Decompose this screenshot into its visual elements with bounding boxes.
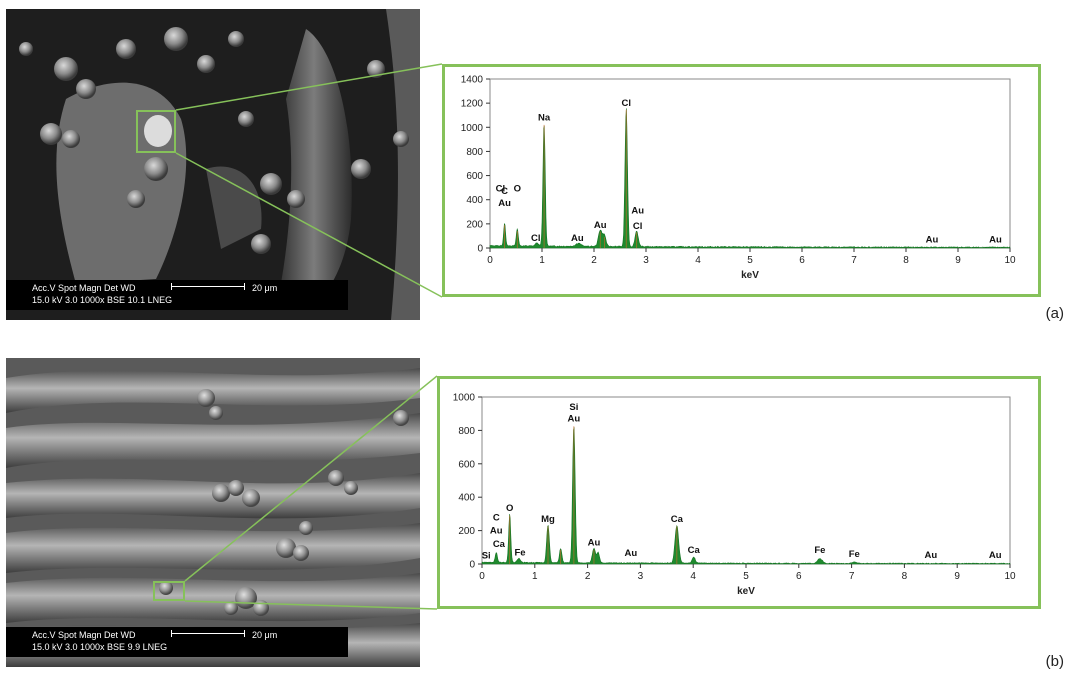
element-label: O	[506, 503, 513, 514]
x-tick-label: 5	[747, 255, 753, 266]
y-tick-label: 1400	[461, 75, 484, 86]
panel-b: Acc.V Spot Magn Det WD 15.0 kV 3.0 1000x…	[0, 350, 1069, 673]
y-tick-label: 400	[466, 195, 483, 206]
x-tick-label: 7	[851, 255, 857, 266]
plot-frame	[481, 396, 1011, 565]
x-tick-label: 4	[695, 255, 701, 266]
y-tick-label: 600	[466, 171, 483, 182]
scale-label: 20 μm	[252, 283, 278, 293]
element-label: Cl	[621, 98, 631, 109]
element-label: Au	[926, 234, 939, 245]
element-label: C	[501, 186, 508, 197]
sem-params-header: Acc.V Spot Magn Det WD	[32, 630, 136, 640]
element-label: Si	[569, 402, 578, 413]
scale-bar	[171, 630, 245, 637]
element-label: Fe	[849, 549, 860, 560]
scale-label: 20 μm	[252, 630, 278, 640]
x-tick-label: 7	[849, 571, 855, 582]
element-label: Au	[490, 526, 503, 537]
x-tick-label: 8	[903, 255, 909, 266]
y-tick-label: 1200	[461, 99, 484, 110]
x-axis-label: keV	[737, 586, 755, 597]
x-tick-label: 9	[954, 571, 960, 582]
element-label: Au	[631, 205, 644, 216]
x-tick-label: 0	[479, 571, 485, 582]
spectrum-area	[481, 427, 1011, 565]
spectrum-area	[489, 108, 1011, 249]
x-tick-label: 3	[638, 571, 644, 582]
element-label: Au	[498, 198, 511, 209]
element-label: Fe	[814, 545, 825, 556]
y-tick-label: 0	[477, 244, 483, 255]
element-label: Au	[989, 234, 1002, 245]
element-label: Ca	[671, 514, 684, 525]
element-label: Ca	[493, 539, 506, 550]
element-label: Fe	[514, 547, 525, 558]
sem-params-values: 15.0 kV 3.0 1000x BSE 10.1 LNEG	[32, 295, 173, 305]
sem-databar-a: Acc.V Spot Magn Det WD 15.0 kV 3.0 1000x…	[6, 280, 348, 310]
sem-texture-a	[6, 9, 420, 320]
x-tick-label: 4	[690, 571, 696, 582]
element-label: Au	[625, 548, 638, 559]
x-tick-label: 3	[643, 255, 649, 266]
element-label: Na	[538, 112, 551, 123]
y-tick-label: 1000	[461, 123, 484, 134]
y-tick-label: 1000	[453, 393, 476, 404]
element-label: Ca	[688, 545, 701, 556]
y-tick-label: 800	[466, 147, 483, 158]
x-tick-label: 5	[743, 571, 749, 582]
element-label: Cl	[496, 184, 506, 195]
element-label: O	[514, 184, 521, 195]
eds-spectrum-b: 0 1 2 3 4 5 6 7 8 9 1002004006008001000keVCAuCaSiO…	[453, 393, 1016, 598]
element-label: C	[493, 512, 500, 523]
panel-a: Acc.V Spot Magn Det WD 15.0 kV 3.0 1000x…	[0, 0, 1069, 335]
sem-image-b: Acc.V Spot Magn Det WD 15.0 kV 3.0 1000x…	[6, 358, 420, 667]
y-tick-label: 200	[458, 526, 475, 537]
x-tick-label: 10	[1004, 255, 1016, 266]
x-tick-label: 2	[591, 255, 597, 266]
eds-spectrum-a: 0 1 2 3 4 5 6 7 8 9 10 0 200 400 600 800 1000 1200 1400 keV…	[461, 75, 1016, 282]
sem-params-header: Acc.V Spot Magn Det WD	[32, 283, 136, 293]
element-label: Si	[482, 551, 491, 562]
sem-texture-b	[6, 358, 420, 667]
element-label: Au	[989, 550, 1002, 561]
element-label: Au	[568, 414, 581, 425]
sem-params-values: 15.0 kV 3.0 1000x BSE 9.9 LNEG	[32, 642, 168, 652]
element-label: Au	[588, 537, 601, 548]
y-tick-label: 0	[469, 560, 475, 571]
element-label: Au	[571, 233, 584, 244]
plot-frame	[489, 78, 1011, 249]
spectrum-frame-a: 0 1 2 3 4 5 6 7 8 9 10 0 200 400 600 800 1000 1200 1400 keV…	[442, 64, 1041, 297]
zoom-box-b	[153, 581, 185, 601]
x-tick-label: 6	[799, 255, 805, 266]
x-tick-label: 10	[1004, 571, 1016, 582]
sem-image-a: Acc.V Spot Magn Det WD 15.0 kV 3.0 1000x…	[6, 9, 420, 320]
element-label: Cl	[531, 233, 541, 244]
x-tick-label: 2	[585, 571, 591, 582]
y-tick-label: 600	[458, 459, 475, 470]
x-tick-label: 1	[539, 255, 545, 266]
element-label: Cl	[633, 221, 643, 232]
y-tick-label: 800	[458, 426, 475, 437]
scale-bar	[171, 283, 245, 290]
x-axis-label: keV	[741, 270, 759, 281]
element-label: Au	[594, 220, 607, 231]
element-label: Mg	[541, 514, 555, 525]
x-tick-label: 8	[902, 571, 908, 582]
spectrum-frame-b: 0 1 2 3 4 5 6 7 8 9 10 0 200 400 600 800 1000 keV C Au Ca Si O…	[437, 376, 1041, 609]
zoom-box-a	[136, 110, 176, 153]
x-tick-label: 9	[955, 255, 961, 266]
x-tick-label: 1	[532, 571, 538, 582]
x-tick-label: 0	[487, 255, 493, 266]
x-tick-label: 6	[796, 571, 802, 582]
y-tick-label: 200	[466, 219, 483, 230]
sem-databar-b: Acc.V Spot Magn Det WD 15.0 kV 3.0 1000x…	[6, 627, 348, 657]
panel-label-b: (b)	[1045, 653, 1064, 670]
y-tick-label: 400	[458, 493, 475, 504]
element-label: Au	[924, 550, 937, 561]
panel-label-a: (a)	[1045, 305, 1064, 322]
